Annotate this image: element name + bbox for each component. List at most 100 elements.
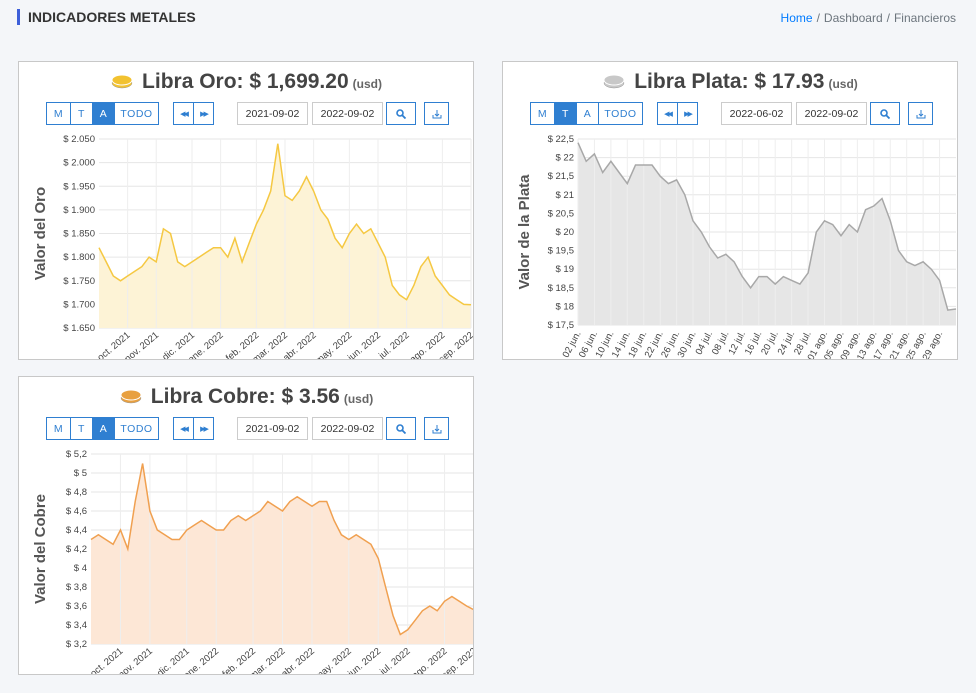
panel-title: Libra Plata: $ 17.93 (usd)	[503, 70, 957, 94]
y-axis-title: Valor de la Plata	[516, 174, 533, 290]
handle	[401, 428, 406, 434]
panel-title: Libra Oro: $ 1,699.20 (usd)	[19, 70, 473, 94]
y-tick-label: $ 18,5	[548, 283, 574, 294]
tray	[432, 109, 441, 118]
y-tick-label: $ 5	[74, 468, 87, 479]
y-tick-label: $ 4	[74, 563, 87, 574]
x-tick-label: abr. 2022	[281, 330, 318, 359]
y-tick-label: $ 2.050	[63, 134, 95, 145]
line	[577, 142, 957, 311]
line	[90, 463, 473, 636]
y-tick-label: $ 20	[556, 227, 575, 238]
title-text: Libra Oro: $ 1,699.20	[142, 70, 349, 93]
y-tick-label: $ 21	[556, 190, 575, 201]
y-tick-label: $ 1.750	[63, 276, 95, 287]
lens	[396, 423, 404, 432]
period-button[interactable]: TODO	[114, 102, 159, 125]
search-icon	[880, 108, 890, 119]
search-button[interactable]	[386, 102, 416, 125]
y-tick-label: $ 20,5	[548, 208, 574, 219]
y-tick-label: $ 1.900	[63, 205, 95, 216]
y-tick-label: $ 4,8	[66, 487, 87, 498]
chart-panel: Libra Oro: $ 1,699.20 (usd) M T A TODO ◀◀ ▶▶ 202…	[18, 61, 474, 360]
lens	[880, 108, 888, 117]
date-to-input[interactable]: 2022-09-02	[312, 417, 383, 440]
unit: (usd)	[352, 77, 382, 91]
panel-title: Libra Cobre: $ 3.56 (usd)	[19, 385, 473, 409]
nav-button[interactable]: ▶▶	[193, 417, 214, 440]
chart-panel: Libra Cobre: $ 3.56 (usd) M T A TODO ◀◀ ▶▶ 2021-…	[18, 376, 474, 675]
search-button[interactable]	[386, 417, 416, 440]
chart: Valor de la Plata $ 17,5 $ 18 $ 18,5 $ 19 $ 1…	[516, 134, 957, 359]
coin-face	[120, 389, 142, 401]
chart: Valor del Cobre $ 3,2 $ 3,4 $ 3,6 $ 3,8 $ 4 $ …	[32, 449, 473, 674]
unit: (usd)	[343, 392, 374, 406]
breadcrumb-link[interactable]: Home	[780, 11, 813, 25]
header-accent	[17, 9, 20, 25]
y-axis-title: Valor del Oro	[32, 187, 49, 280]
y-tick-label: $ 22	[556, 153, 575, 164]
y-axis-title: Valor del Cobre	[32, 494, 49, 604]
handle	[401, 113, 406, 119]
date-from-input[interactable]: 2022-06-02	[721, 102, 792, 125]
coin-icon	[603, 74, 625, 89]
period-button[interactable]: TODO	[598, 102, 643, 125]
nav-button[interactable]: ▶▶	[193, 102, 214, 125]
coin-face	[603, 74, 625, 86]
y-tick-label: $ 19,5	[548, 246, 574, 257]
x-tick-label: nov. 2021	[116, 646, 155, 674]
search-icon	[396, 423, 406, 434]
y-tick-label: $ 3,6	[66, 601, 87, 612]
coin-icon	[111, 74, 133, 89]
breadcrumb-current: Financieros	[893, 11, 956, 25]
download-icon	[432, 109, 441, 118]
date-from-input[interactable]: 2021-09-02	[237, 417, 308, 440]
y-tick-label: $ 1.700	[63, 299, 95, 310]
period-button[interactable]: TODO	[114, 417, 159, 440]
y-tick-label: $ 4,6	[66, 506, 87, 517]
page-title: INDICADORES METALES	[28, 9, 196, 25]
date-to-input[interactable]: 2022-09-02	[312, 102, 383, 125]
title-text: Libra Cobre: $ 3.56	[150, 385, 340, 408]
area	[578, 142, 956, 325]
y-tick-label: $ 5,2	[66, 449, 87, 460]
title-text: Libra Plata: $ 17.93	[634, 70, 825, 93]
nav-button[interactable]: ▶▶	[677, 102, 698, 125]
y-tick-label: $ 18	[556, 301, 575, 312]
unit: (usd)	[828, 77, 858, 91]
download-button[interactable]	[424, 102, 449, 125]
y-tick-label: $ 4,2	[66, 544, 87, 555]
y-tick-label: $ 22,5	[548, 134, 574, 145]
download-icon	[432, 424, 441, 433]
x-tick-label: jul. 2022	[376, 330, 411, 359]
coin-icon	[120, 389, 142, 404]
y-tick-label: $ 3,4	[66, 620, 87, 631]
y-tick-label: $ 4,4	[66, 525, 87, 536]
period-button[interactable]: M	[46, 102, 71, 125]
y-tick-label: $ 2.000	[63, 158, 95, 169]
x-tick-label: jul. 2022	[377, 646, 412, 674]
y-tick-label: $ 1.850	[63, 229, 95, 240]
line	[98, 143, 472, 306]
y-tick-label: $ 1.800	[63, 252, 95, 263]
breadcrumb-link[interactable]: Dashboard	[823, 11, 883, 25]
y-tick-label: $ 3,2	[66, 639, 87, 650]
download-icon	[916, 109, 925, 118]
breadcrumb: Home / Dashboard / Financieros	[780, 11, 956, 25]
download-button[interactable]	[424, 417, 449, 440]
handle	[885, 113, 890, 119]
y-tick-label: $ 3,8	[66, 582, 87, 593]
download-button[interactable]	[908, 102, 933, 125]
nav-button[interactable]: ◀◀	[657, 102, 678, 125]
tray	[916, 109, 925, 118]
y-tick-label: $ 19	[556, 264, 575, 275]
y-tick-label: $ 1.650	[63, 323, 95, 334]
tray	[432, 424, 441, 433]
chart: Valor del Oro $ 1.650 $ 1.700 $ 1.750 $ 1.80…	[32, 134, 473, 359]
coin-face	[111, 74, 133, 86]
date-from-input[interactable]: 2021-09-02	[237, 102, 308, 125]
search-button[interactable]	[870, 102, 900, 125]
date-to-input[interactable]: 2022-09-02	[796, 102, 867, 125]
y-tick-label: $ 1.950	[63, 181, 95, 192]
